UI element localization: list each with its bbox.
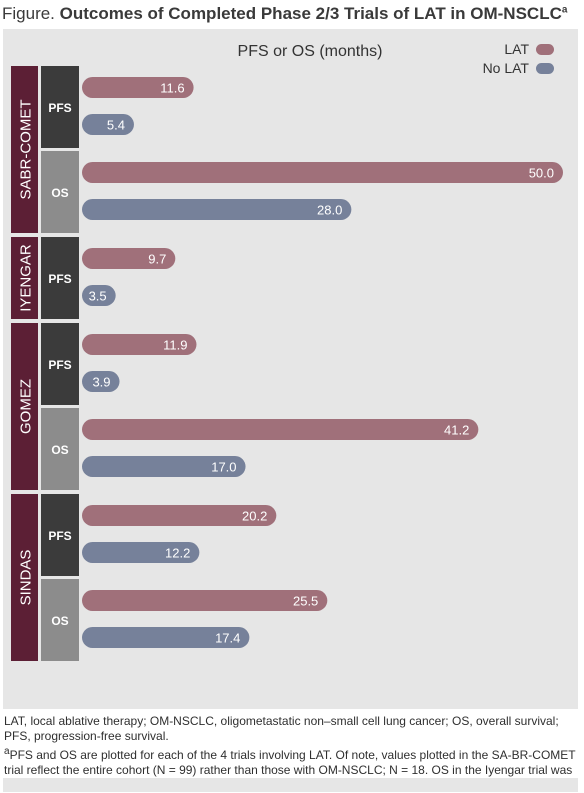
bar-value-label: 3.5 [89, 289, 107, 304]
bar-no-lat [82, 371, 120, 392]
measure-label: OS [51, 186, 68, 200]
measure-label: OS [51, 443, 68, 457]
measure-label-box [41, 408, 79, 490]
bar-value-label: 9.7 [148, 252, 166, 267]
bar-no-lat [82, 114, 134, 135]
bar-lat [82, 505, 277, 526]
measure-label: OS [51, 614, 68, 628]
bar-no-lat [82, 285, 116, 306]
bar-lat [82, 590, 328, 611]
bar-lat [82, 77, 194, 98]
bar-no-lat [82, 456, 246, 477]
legend-label: No LAT [483, 60, 530, 76]
bar-value-label: 17.4 [215, 631, 240, 646]
trial-label: GOMEZ [18, 379, 35, 434]
bar-value-label: 12.2 [165, 546, 190, 561]
trial-label: SABR-COMET [18, 99, 35, 199]
bar-lat [82, 419, 479, 440]
bar-value-label: 17.0 [211, 460, 236, 475]
trial-label: SINDAS [18, 550, 35, 606]
measure-label-box [41, 579, 79, 661]
bar-value-label: 25.5 [293, 594, 318, 609]
trial-label-box [11, 237, 38, 319]
figure-title-text: Outcomes of Completed Phase 2/3 Trials o… [59, 4, 562, 23]
bar-lat [82, 162, 563, 183]
bar-value-label: 11.9 [163, 338, 187, 353]
measure-label-box [41, 66, 79, 148]
measure-label-box [41, 237, 79, 319]
figure-title-superscript: a [561, 4, 568, 16]
bar-value-label: 3.9 [92, 375, 110, 390]
bar-value-label: 50.0 [529, 166, 554, 181]
abbreviations-note: LAT, local ablative therapy; OM-NSCLC, o… [4, 714, 559, 743]
legend-swatch [536, 44, 554, 55]
bar-lat [82, 334, 197, 355]
trial-label: IYENGAR [18, 244, 35, 312]
measure-label: PFS [48, 272, 71, 286]
measure-label: PFS [48, 101, 71, 115]
chart-title: PFS or OS (months) [238, 43, 383, 60]
bar-value-label: 11.6 [160, 81, 184, 96]
chart-panel: PFS or OS (months) LAT No LAT SABR-COMET PFS… [3, 29, 578, 709]
trial-label-box [11, 323, 38, 490]
bar-no-lat [82, 199, 352, 220]
note-marker: a [4, 746, 10, 757]
legend-swatch [536, 63, 554, 74]
bar-value-label: 41.2 [444, 423, 469, 438]
trial-label-box [11, 66, 38, 233]
bar-no-lat [82, 627, 250, 648]
measure-label-box [41, 323, 79, 405]
bar-value-label: 20.2 [242, 509, 267, 524]
measure-label: PFS [48, 529, 71, 543]
bar-value-label: 28.0 [317, 203, 342, 218]
measure-label-box [41, 494, 79, 576]
bar-chart: PFS or OS (months) LAT No LAT SABR-COMET PFS… [11, 41, 563, 661]
bar-lat [82, 248, 176, 269]
measure-label-box [41, 151, 79, 233]
bar-no-lat [82, 542, 200, 563]
figure-title: Figure. Outcomes of Completed Phase 2/3 … [2, 4, 582, 30]
figure-title-prefix: Figure. [2, 4, 55, 23]
legend-label: LAT [504, 41, 529, 57]
bottom-rule [3, 778, 578, 792]
trial-label-box [11, 494, 38, 661]
measure-label: PFS [48, 358, 71, 372]
bar-value-label: 5.4 [107, 118, 125, 133]
